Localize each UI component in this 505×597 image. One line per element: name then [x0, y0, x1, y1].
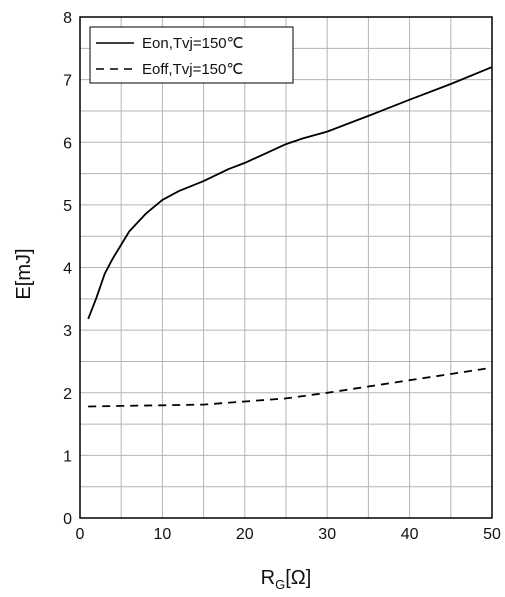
- plot-frame: [79, 16, 493, 519]
- y-tick-label: 6: [63, 135, 72, 152]
- x-axis-label-main: R: [261, 567, 275, 589]
- y-tick-label: 7: [63, 73, 72, 90]
- legend-label-eon: Eon,Tvj=150℃: [142, 35, 243, 52]
- x-axis-label-unit: [Ω]: [285, 567, 311, 589]
- y-tick-label: 1: [63, 448, 72, 465]
- x-tick-label: 30: [318, 526, 336, 543]
- x-axis-label-subscript: G: [275, 577, 285, 592]
- legend: Eon,Tvj=150℃ Eoff,Tvj=150℃: [89, 26, 294, 84]
- series-line-eon: [87, 66, 493, 320]
- legend-box: [89, 26, 294, 84]
- x-tick-label: 0: [76, 526, 85, 543]
- series-layer: [87, 66, 493, 408]
- y-tick-label: 3: [63, 323, 72, 340]
- grid: [80, 17, 492, 518]
- y-tick-label: 5: [63, 198, 72, 215]
- legend-label-eoff: Eoff,Tvj=150℃: [142, 61, 243, 78]
- x-tick-label: 10: [154, 526, 172, 543]
- x-tick-label: 40: [401, 526, 419, 543]
- x-tick-label: 20: [236, 526, 254, 543]
- y-axis-label: E[mJ]: [13, 248, 35, 299]
- y-tick-label: 4: [63, 261, 72, 278]
- y-tick-label: 0: [63, 511, 72, 528]
- y-tick-label: 2: [63, 386, 72, 403]
- series-line-eoff: [88, 366, 493, 408]
- x-axis-label: RG[Ω]: [261, 567, 312, 592]
- tick-labels: 0 10 20 30 40 50 0 1 2 3 4 5 6 7 8: [63, 10, 501, 543]
- x-tick-label: 50: [483, 526, 501, 543]
- y-tick-label: 8: [63, 10, 72, 27]
